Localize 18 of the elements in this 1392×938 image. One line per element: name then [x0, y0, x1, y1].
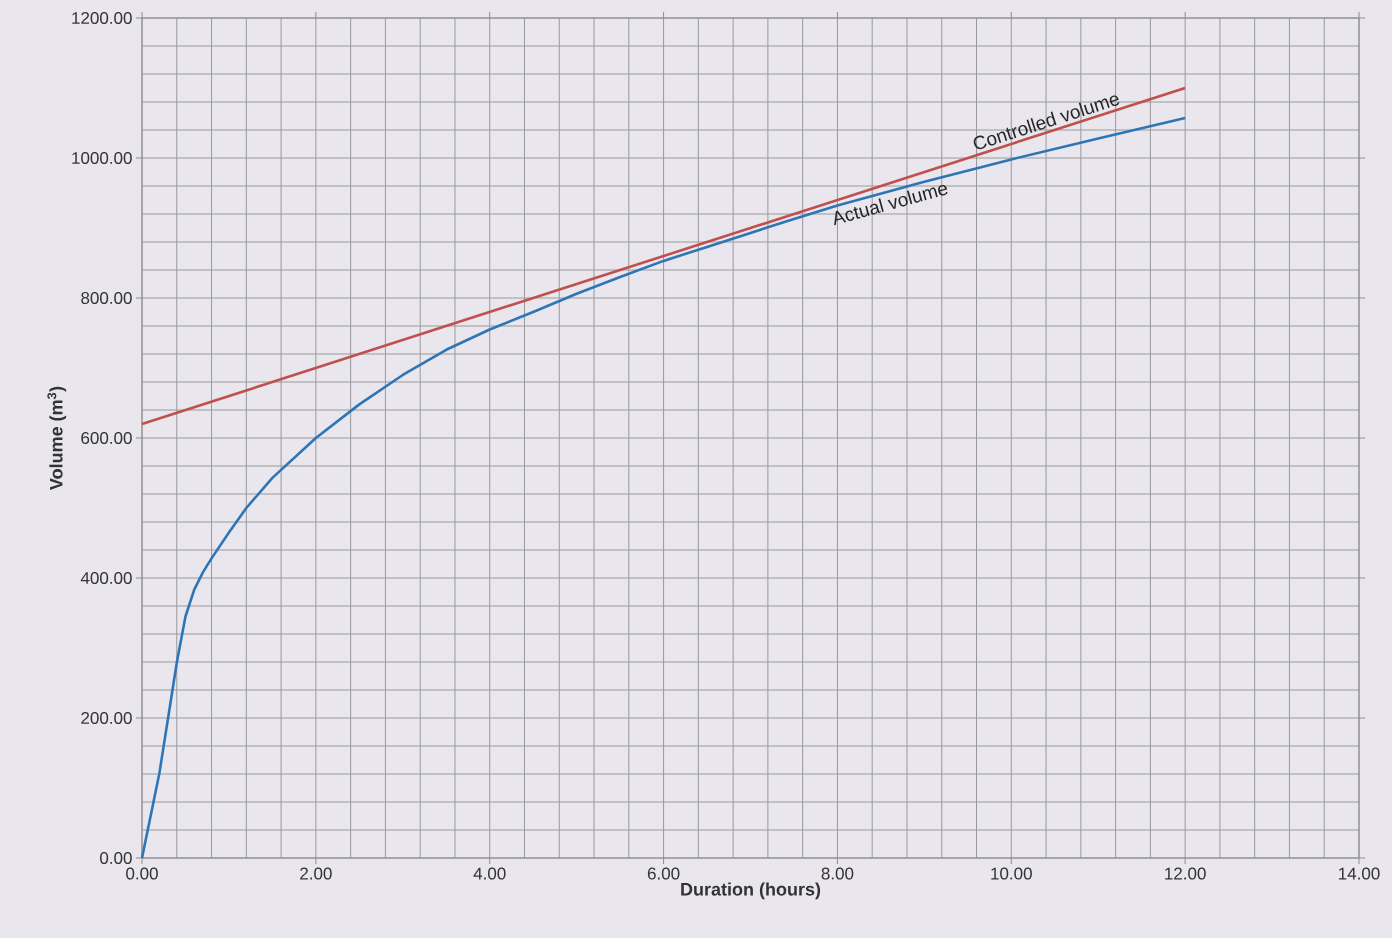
y-tick-label: 0.00 — [100, 851, 132, 865]
x-tick-label: 6.00 — [647, 867, 680, 880]
x-tick-label: 10.00 — [991, 867, 1032, 880]
x-tick-label: 8.00 — [821, 867, 854, 880]
y-tick-label: 800.00 — [81, 291, 132, 305]
y-tick-label: 1000.00 — [72, 151, 132, 165]
text: Actual volume — [834, 185, 948, 226]
y-tick-label: 200.00 — [81, 711, 132, 725]
y-tick-label: 400.00 — [80, 571, 132, 585]
y-tick-label: 600.00 — [81, 431, 132, 445]
x-tick-label: 12.00 — [1165, 867, 1206, 880]
y-axis-title: Volume (m$^{3}$) — [47, 386, 67, 490]
x-axis-title: Duration (hours) — [681, 882, 821, 900]
x-tick-label: 4.00 — [473, 867, 506, 880]
x-tick-label: 2.00 — [300, 867, 332, 880]
x-tick-label: 14.00 — [1339, 867, 1380, 880]
x-tick-label: 0.00 — [126, 867, 158, 880]
y-tick-label: 1200.00 — [72, 11, 132, 25]
